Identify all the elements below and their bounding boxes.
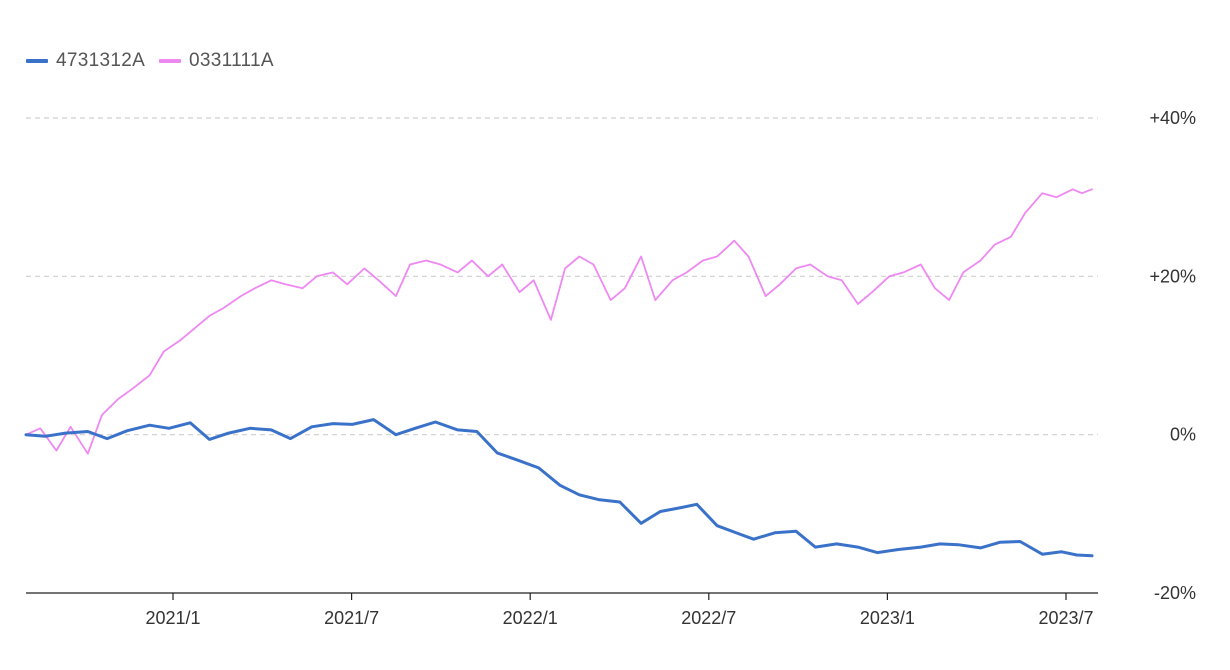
legend-label-0331111A: 0331111A <box>189 50 274 71</box>
legend-swatch-pink <box>159 59 182 63</box>
chart-legend: 4731312A 0331111A <box>26 50 288 72</box>
x-tick-label: 2022/1 <box>503 608 558 628</box>
series-line-0331111A <box>25 188 1093 455</box>
x-tick-label: 2021/7 <box>324 608 379 628</box>
x-tick-label: 2023/1 <box>860 608 915 628</box>
x-tick-label: 2022/7 <box>681 608 736 628</box>
y-axis-ticks: +40% +20% 0% -20% <box>1149 108 1196 603</box>
y-tick-label: +40% <box>1149 108 1196 128</box>
y-tick-label: +20% <box>1149 266 1196 286</box>
legend-swatch-blue <box>26 59 48 63</box>
legend-item-0331111A[interactable]: 0331111A <box>159 50 274 72</box>
series-line-4731312A <box>24 418 1094 558</box>
y-tick-label: 0% <box>1170 425 1196 445</box>
series-lines <box>24 188 1094 558</box>
legend-label-4731312A: 4731312A <box>56 50 146 71</box>
x-tick-label: 2023/7 <box>1038 608 1093 628</box>
x-tick-label: 2021/1 <box>145 608 200 628</box>
y-tick-label: -20% <box>1154 583 1196 603</box>
x-axis-ticks: 2021/1 2021/7 2022/1 2022/7 2023/1 2023/7 <box>145 593 1094 628</box>
legend-item-4731312A[interactable]: 4731312A <box>26 50 145 72</box>
